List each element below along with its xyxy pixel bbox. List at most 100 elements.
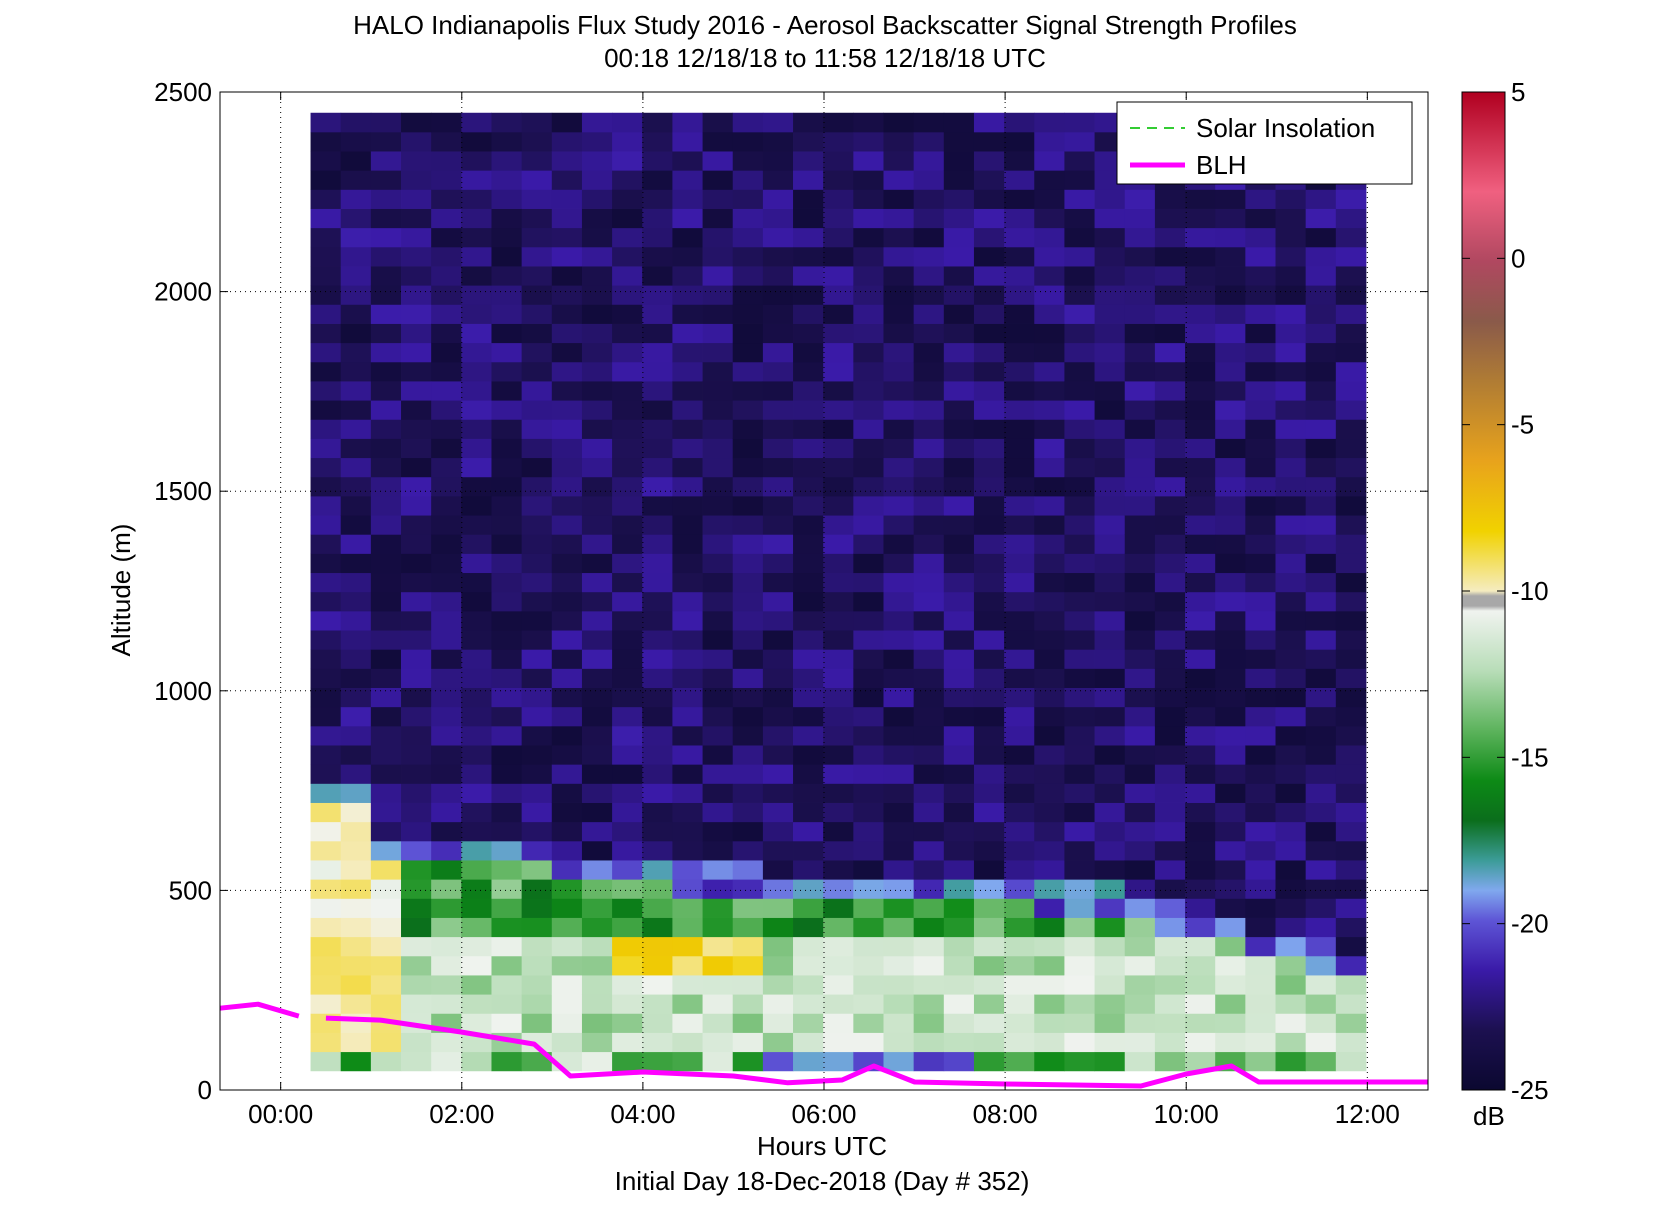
heatmap-cell (310, 246, 342, 267)
heatmap-cell (1154, 572, 1186, 593)
heatmap-cell (1124, 1051, 1156, 1072)
heatmap-cell (431, 112, 462, 133)
heatmap-cell (612, 840, 643, 861)
heatmap-cell (1215, 649, 1246, 669)
heatmap-cell (1245, 725, 1276, 746)
heatmap-cell (1305, 955, 1337, 976)
heatmap-cell (581, 649, 613, 669)
heatmap-cell (1124, 802, 1156, 823)
heatmap-cell (1154, 227, 1186, 248)
heatmap-cell (823, 783, 854, 803)
heatmap-cell (340, 400, 372, 420)
heatmap-cell (521, 438, 553, 459)
heatmap-cell (1064, 304, 1095, 324)
heatmap-cell (461, 783, 492, 803)
heatmap-cell (853, 381, 884, 401)
heatmap-cell (702, 745, 734, 765)
heatmap-cell (370, 515, 402, 535)
heatmap-cell (1004, 687, 1035, 708)
heatmap-cell (1094, 323, 1126, 344)
heatmap-cell (581, 131, 613, 152)
heatmap-cell (1124, 706, 1156, 727)
heatmap-cell (672, 189, 703, 209)
heatmap-cell (431, 745, 462, 765)
heatmap-cell (1185, 572, 1216, 593)
heatmap-cell (702, 821, 734, 842)
heatmap-cell (1335, 1013, 1367, 1033)
heatmap-cell (1124, 994, 1156, 1014)
blh-series (219, 1001, 1428, 1089)
colorbar-tick-label: -25 (1511, 1075, 1549, 1105)
heatmap-cell (1305, 381, 1337, 401)
heatmap-cell (1215, 342, 1246, 363)
heatmap-cell (702, 879, 734, 899)
heatmap-cell (401, 1032, 432, 1053)
heatmap-cell (521, 323, 553, 344)
heatmap-cell (702, 323, 734, 344)
heatmap-cell (943, 323, 975, 344)
heatmap-cell (762, 112, 794, 133)
heatmap-cell (853, 591, 884, 612)
heatmap-cell (1305, 649, 1337, 669)
heatmap-cell (1004, 706, 1035, 727)
heatmap-cell (1064, 381, 1095, 401)
heatmap-cell (732, 170, 764, 190)
heatmap-cell (1185, 1013, 1216, 1033)
heatmap-cell (823, 917, 854, 938)
heatmap-cell (1004, 112, 1035, 133)
heatmap-cell (973, 1032, 1005, 1053)
heatmap-cell (1275, 591, 1307, 612)
heatmap-cell (1034, 649, 1065, 669)
heatmap-cell (853, 745, 884, 765)
heatmap-cell (1004, 285, 1035, 305)
heatmap-cell (1034, 1013, 1065, 1033)
heatmap-cell (401, 515, 432, 535)
heatmap-cell (702, 668, 734, 688)
heatmap-cell (431, 323, 462, 344)
heatmap-cell (672, 764, 703, 784)
heatmap-cell (973, 400, 1005, 420)
heatmap-cell (581, 495, 613, 516)
heatmap-cell (1215, 1013, 1246, 1033)
heatmap-cell (1275, 246, 1307, 267)
heatmap-cell (823, 610, 854, 631)
heatmap-cell (461, 553, 492, 574)
heatmap-cell (943, 476, 975, 497)
heatmap-cell (793, 419, 824, 439)
heatmap-cell (732, 553, 764, 574)
heatmap-cell (642, 783, 673, 803)
heatmap-cell (913, 668, 945, 688)
heatmap-cell (1305, 994, 1337, 1014)
heatmap-cell (943, 457, 975, 478)
heatmap-cell (1245, 419, 1276, 439)
heatmap-cell (702, 246, 734, 267)
heatmap-cell (1004, 725, 1035, 746)
heatmap-cell (793, 610, 824, 631)
heatmap-cell (702, 764, 734, 784)
heatmap-cell (310, 649, 342, 669)
heatmap-cell (431, 975, 462, 995)
heatmap-cell (1124, 668, 1156, 688)
heatmap-cell (1004, 304, 1035, 324)
heatmap-cell (1064, 764, 1095, 784)
heatmap-cell (1335, 764, 1367, 784)
heatmap-cell (793, 840, 824, 861)
colorbar-tick-label: 0 (1511, 243, 1525, 273)
heatmap-cell (1124, 610, 1156, 631)
heatmap-cell (461, 1013, 492, 1033)
heatmap-cell (612, 170, 643, 190)
heatmap-cell (642, 285, 673, 305)
heatmap-cell (1004, 246, 1035, 267)
legend-blh-label: BLH (1196, 150, 1247, 180)
heatmap-cell (310, 438, 342, 459)
heatmap-cell (853, 457, 884, 478)
heatmap-cell (913, 112, 945, 133)
heatmap-cell (521, 687, 553, 708)
heatmap-cell (732, 725, 764, 746)
heatmap-cell (1245, 706, 1276, 727)
heatmap-cell (612, 495, 643, 516)
heatmap-cell (431, 936, 462, 957)
heatmap-cell (642, 515, 673, 535)
heatmap-cell (793, 151, 824, 171)
heatmap-cell (1275, 419, 1307, 439)
